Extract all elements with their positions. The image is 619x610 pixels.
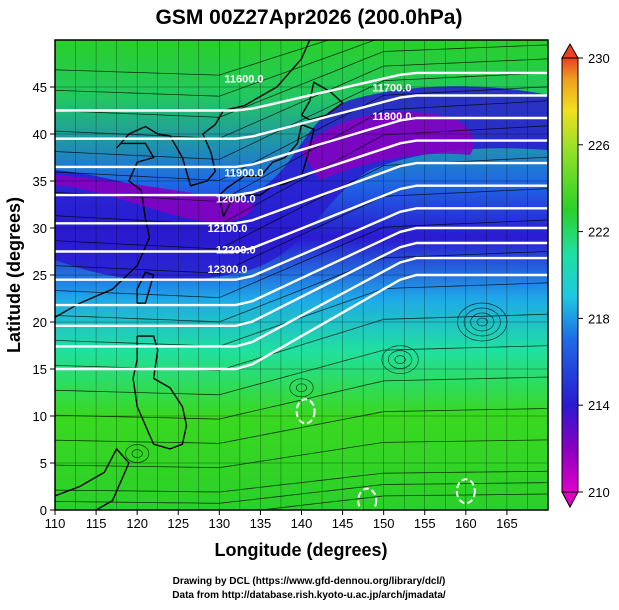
y-tick-label: 45 <box>33 80 47 95</box>
y-tick-label: 40 <box>33 127 47 142</box>
x-tick-label: 110 <box>45 516 66 531</box>
coastline <box>218 123 315 218</box>
tropical-contour <box>357 487 378 510</box>
colorbar-tick-label: 222 <box>588 225 610 240</box>
coastline <box>136 271 155 304</box>
x-tick-label: 125 <box>167 516 189 531</box>
colorbar-tick-label: 214 <box>588 398 610 413</box>
contour-label: 11800.0 <box>372 111 411 123</box>
y-tick-label: 25 <box>33 268 47 283</box>
colorbar-top-arrow <box>561 42 579 59</box>
colorbar-gradient <box>561 57 579 493</box>
plot-area: 11600.0 11700.0 11800.0 11900.0 12000.0 12100… <box>55 40 548 510</box>
x-tick-label: 150 <box>373 516 395 531</box>
height-contour <box>55 207 548 281</box>
coastlines <box>55 40 344 510</box>
tropical-contour <box>295 398 316 425</box>
height-contour <box>55 256 548 348</box>
x-tick-label: 130 <box>208 516 230 531</box>
colorbar-bottom-arrow <box>561 491 579 509</box>
height-contour <box>55 273 548 371</box>
coastline <box>300 81 344 121</box>
height-contour <box>55 226 548 307</box>
y-axis-label: Latitude (degrees) <box>4 197 24 353</box>
height-contour <box>55 161 548 225</box>
height-contour <box>55 184 548 253</box>
y-tick-label: 10 <box>33 409 47 424</box>
height-contour <box>55 139 548 197</box>
height-contour <box>55 116 548 169</box>
x-tick-label: 145 <box>332 516 354 531</box>
height-contours <box>55 71 548 510</box>
contour-label: 12200.0 <box>216 244 256 256</box>
streamline-eddy <box>388 350 413 369</box>
contour-labels: 11600.0 11700.0 11800.0 11900.0 12000.0 12100… <box>208 73 412 276</box>
tropical-contour <box>455 478 476 505</box>
coastline <box>132 335 188 450</box>
streamline-eddy <box>381 345 419 374</box>
contour-label: 11700.0 <box>372 83 411 95</box>
contour-label: 12100.0 <box>208 223 248 235</box>
y-tick-label: 20 <box>33 315 47 330</box>
x-tick-label: 160 <box>455 516 477 531</box>
colorbar: 210 214 218 222 226 230 <box>561 42 610 509</box>
colorbar-tick-label: 226 <box>588 138 610 153</box>
x-tick-label: 135 <box>250 516 272 531</box>
contour-label: 12300.0 <box>208 264 248 276</box>
chart-title: GSM 00Z27Apr2026 (200.0hPa) <box>156 6 463 29</box>
colorbar-tick-label: 218 <box>588 311 610 326</box>
height-contour <box>55 94 548 140</box>
contour-label: 12000.0 <box>216 194 256 206</box>
colorbar-tick-label: 230 <box>588 51 610 66</box>
x-axis-label: Longitude (degrees) <box>214 540 387 560</box>
x-tick-label: 120 <box>126 516 148 531</box>
credit-line-2: Data from http://database.rish.kyoto-u.a… <box>172 590 446 601</box>
coastline <box>55 447 130 510</box>
x-tick-label: 115 <box>86 516 107 531</box>
height-contour <box>55 71 548 112</box>
y-tick-label: 30 <box>33 221 47 236</box>
contour-label: 11600.0 <box>224 73 263 85</box>
jet-core-west <box>55 175 255 222</box>
y-axis-ticks: 0 5 10 15 20 25 30 35 40 45 <box>33 80 55 518</box>
credit-line-1: Drawing by DCL (https://www.gfd-dennou.o… <box>173 576 446 587</box>
streamline-eddy <box>394 355 406 364</box>
contour-label: 11900.0 <box>224 167 263 179</box>
x-tick-label: 155 <box>414 516 436 531</box>
colorbar-tick-label: 210 <box>588 485 610 500</box>
coastline <box>55 40 311 318</box>
y-tick-label: 15 <box>33 362 47 377</box>
x-tick-label: 140 <box>291 516 313 531</box>
x-tick-label: 165 <box>496 516 518 531</box>
height-contour <box>55 241 548 327</box>
x-axis-ticks: 110 115 120 125 130 135 140 145 150 155 160 165 <box>45 510 518 531</box>
y-tick-label: 0 <box>40 503 47 518</box>
colorbar-ticks: 210 214 218 222 226 230 <box>578 51 610 500</box>
y-tick-label: 35 <box>33 174 47 189</box>
y-tick-label: 5 <box>40 456 47 471</box>
